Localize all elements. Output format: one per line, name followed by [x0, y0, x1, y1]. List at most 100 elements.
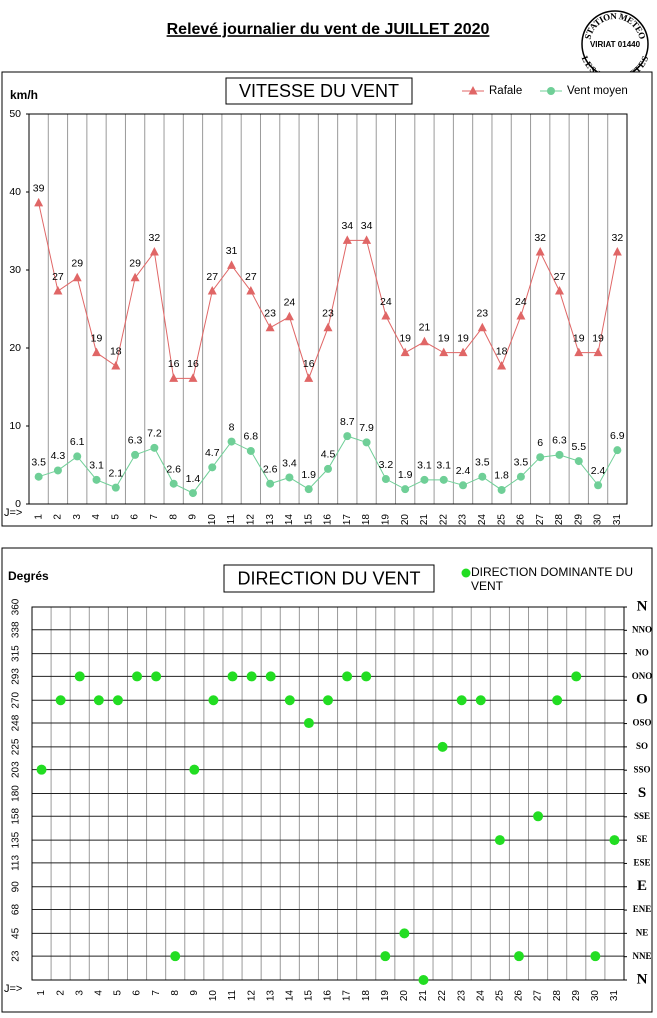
x-tick-label: 23: [458, 514, 469, 526]
data-point: [458, 347, 468, 357]
x-tick-label: 31: [612, 514, 623, 526]
data-label: 32: [612, 232, 624, 244]
data-point: [170, 951, 181, 962]
x-tick-label: 16: [323, 514, 334, 526]
x-tick-label: 13: [265, 990, 276, 1002]
data-label: 16: [303, 358, 315, 370]
x-tick-label: 24: [475, 990, 486, 1002]
x-tick-label: 1: [36, 990, 47, 996]
x-tick-label: 10: [208, 990, 219, 1002]
chart-frame: [1, 71, 653, 527]
data-point: [381, 475, 390, 484]
x-tick-label: 22: [438, 514, 449, 526]
y2-tick-label: SSO: [633, 764, 650, 774]
x-tick-label: 6: [130, 514, 141, 520]
data-point: [284, 311, 294, 321]
y-tick-label: 360: [11, 598, 22, 615]
y-tick-label: 113: [11, 855, 22, 871]
y2-tick-label: ESE: [633, 858, 650, 868]
x-tick-label: 13: [265, 514, 276, 526]
y-tick-label: 338: [11, 621, 22, 638]
x-tick-label: 4: [93, 990, 104, 996]
data-label: 6.8: [244, 431, 259, 443]
y2-tick-label: N: [637, 598, 648, 614]
legend-label: DIRECTION DOMINANTE DU VENT: [471, 565, 633, 593]
y2-tick-label: NNO: [632, 624, 652, 634]
x-tick-label: 25: [496, 514, 507, 526]
data-point: [323, 322, 333, 332]
x-tick-label: 27: [535, 514, 546, 526]
data-point: [92, 475, 101, 484]
data-label: 19: [573, 332, 585, 344]
data-point: [516, 472, 525, 481]
data-point: [169, 479, 178, 488]
data-label: 3.1: [417, 460, 432, 472]
x-tick-label: 5: [113, 990, 124, 996]
x-tick-label: 2: [53, 514, 64, 520]
data-point: [419, 336, 429, 346]
x-tick-label: 19: [380, 990, 391, 1002]
data-label: 19: [399, 332, 411, 344]
y-tick-label: 225: [11, 738, 22, 755]
data-label: 31: [226, 245, 238, 257]
x-tick-label: 15: [304, 990, 315, 1002]
data-label: 23: [322, 308, 334, 320]
data-point: [590, 951, 601, 962]
data-label: 34: [341, 220, 353, 232]
data-label: 5.5: [571, 441, 586, 453]
data-point: [497, 360, 507, 370]
x-tick-label: 26: [514, 990, 525, 1002]
data-label: 1.8: [494, 470, 509, 482]
chart-frame: [1, 547, 653, 1013]
data-point: [131, 450, 140, 459]
data-point: [111, 483, 120, 492]
data-point: [324, 464, 332, 473]
data-label: 24: [284, 297, 296, 309]
stamp-center: VIRIAT 01440: [590, 40, 641, 49]
y2-tick-label: OSO: [632, 718, 651, 728]
data-point: [609, 835, 620, 846]
data-point: [439, 475, 448, 484]
data-point: [265, 671, 276, 682]
data-label: 2.1: [109, 467, 124, 479]
y2-tick-label: SSE: [634, 811, 650, 821]
data-point: [207, 286, 217, 295]
data-label: 27: [245, 271, 257, 283]
plot-frame: [28, 113, 628, 505]
x-tick-label: 9: [188, 514, 199, 520]
data-point: [303, 718, 314, 729]
x-tick-label: 10: [207, 514, 218, 526]
data-label: 24: [515, 296, 527, 308]
y2-tick-label: ONO: [632, 671, 653, 681]
data-label: 19: [457, 332, 469, 344]
data-label: 32: [534, 232, 546, 244]
legend-marker: [461, 568, 471, 578]
data-point: [55, 695, 66, 706]
y-tick-label: 248: [11, 714, 22, 731]
x-tick-label: 29: [573, 514, 584, 526]
data-label: 4.5: [321, 449, 336, 461]
x-tick-label: 11: [226, 514, 237, 525]
data-point: [74, 671, 85, 682]
y-axis-label: Degrés: [8, 569, 49, 583]
data-point: [571, 671, 582, 682]
legend-box: DIRECTION DOMINANTE DU VENT: [471, 565, 633, 593]
y-tick-label: 135: [11, 831, 22, 848]
x-tick-label: 20: [399, 990, 410, 1002]
data-label: 6.3: [552, 435, 567, 447]
y2-tick-label: NNE: [632, 951, 651, 961]
data-point: [478, 472, 487, 481]
data-point: [34, 197, 44, 207]
x-tick-label: 17: [342, 990, 353, 1002]
data-point: [112, 695, 123, 706]
x-tick-label: 21: [419, 514, 430, 526]
data-point: [304, 485, 313, 494]
data-label: 2.6: [166, 464, 181, 476]
data-label: 3.5: [475, 456, 490, 468]
data-label: 3.2: [379, 459, 394, 471]
data-point: [34, 472, 43, 481]
data-point: [475, 695, 486, 706]
data-label: 18: [110, 346, 122, 358]
x-tick-label: 28: [552, 990, 563, 1002]
